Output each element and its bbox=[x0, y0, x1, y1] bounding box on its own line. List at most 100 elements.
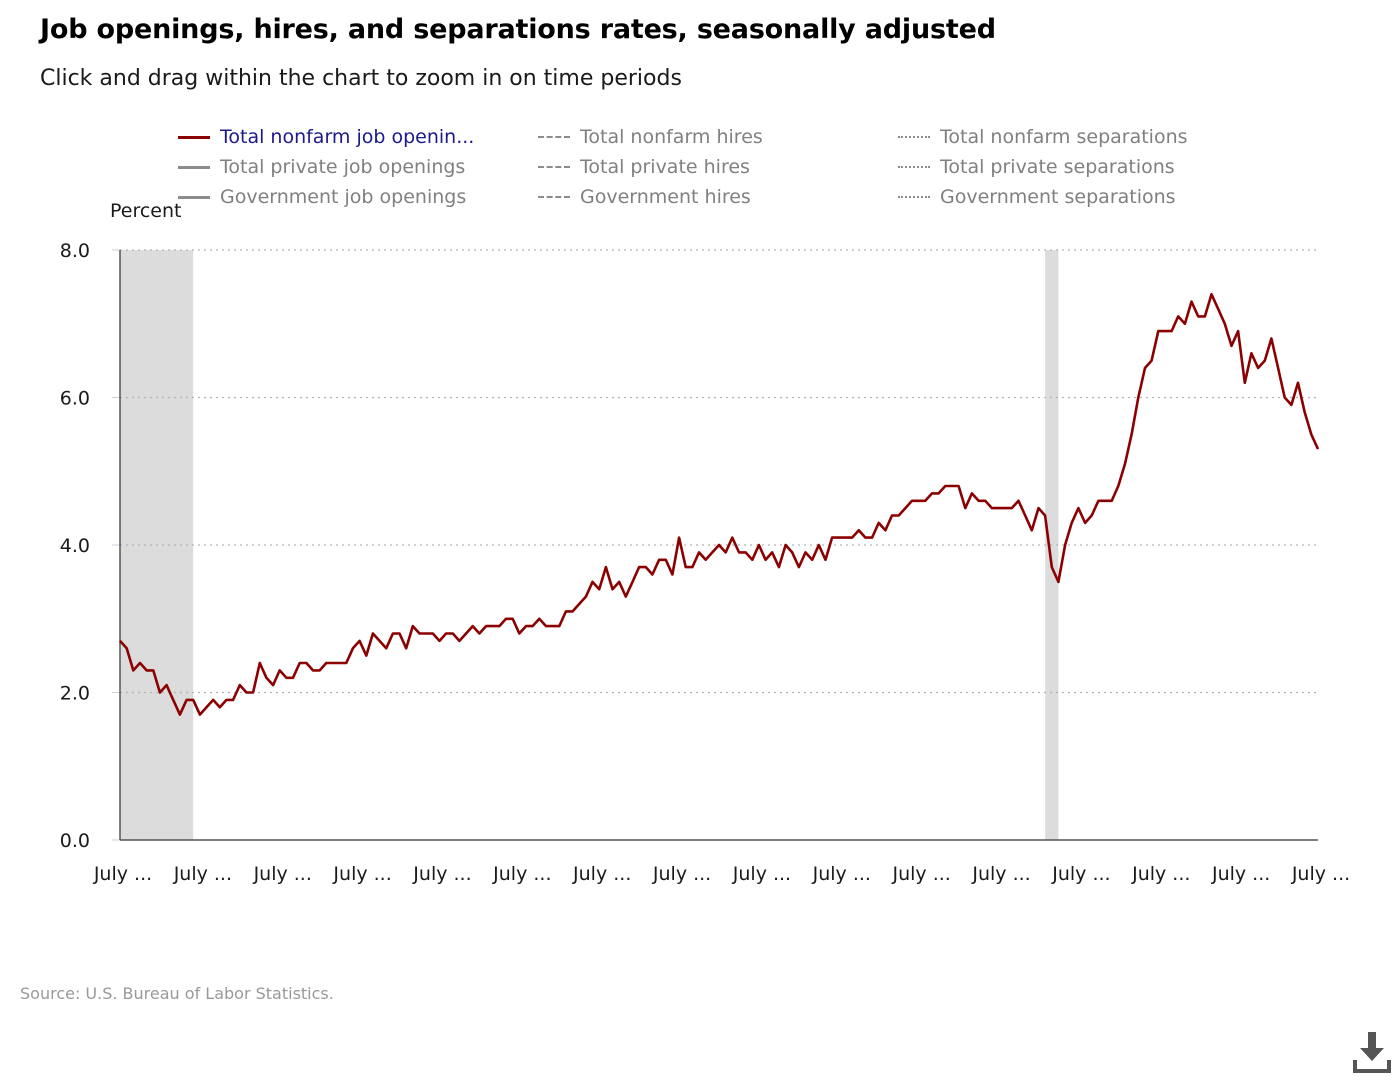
legend-item-government-job-openings[interactable]: Government job openings bbox=[178, 185, 466, 209]
data-point bbox=[1217, 308, 1220, 311]
data-point bbox=[691, 566, 694, 569]
data-point bbox=[1137, 396, 1140, 399]
data-point bbox=[192, 699, 195, 702]
legend-item-government-hires[interactable]: Government hires bbox=[538, 185, 751, 209]
data-point bbox=[711, 551, 714, 554]
data-point bbox=[1090, 514, 1093, 517]
data-point bbox=[851, 536, 854, 539]
legend-solid-line-icon bbox=[178, 135, 210, 139]
data-point bbox=[764, 559, 767, 562]
data-point bbox=[571, 610, 574, 613]
data-point bbox=[944, 485, 947, 488]
chart-plot-area[interactable]: 0.02.04.06.08.0 July ... July ... July ...… bbox=[0, 0, 1400, 960]
x-tick-label: July ... bbox=[652, 863, 711, 885]
data-point bbox=[1144, 367, 1147, 370]
grid-layer bbox=[112, 249, 1318, 841]
data-point bbox=[305, 662, 308, 665]
data-point bbox=[565, 610, 568, 613]
legend-solid-line-icon bbox=[178, 165, 210, 169]
legend-dotted-line-icon bbox=[898, 136, 930, 138]
data-point bbox=[1031, 529, 1034, 532]
download-button[interactable] bbox=[1352, 1030, 1392, 1074]
data-point bbox=[618, 581, 621, 584]
data-point bbox=[991, 507, 994, 510]
legend-dotted-line-icon bbox=[898, 196, 930, 198]
data-point bbox=[1224, 323, 1227, 326]
data-point bbox=[744, 551, 747, 554]
x-tick-label: July ... bbox=[892, 863, 951, 885]
data-point bbox=[265, 677, 268, 680]
data-point bbox=[1097, 500, 1100, 503]
x-tick-label: July ... bbox=[572, 863, 631, 885]
data-point bbox=[1290, 404, 1293, 407]
data-point bbox=[1244, 382, 1247, 385]
legend-item-total-nonfarm-hires[interactable]: Total nonfarm hires bbox=[538, 125, 763, 149]
x-tick-label: July ... bbox=[253, 863, 312, 885]
data-point bbox=[1130, 433, 1133, 436]
data-point bbox=[298, 662, 301, 665]
data-point bbox=[704, 559, 707, 562]
data-point bbox=[1317, 448, 1320, 451]
legend-dotted-line-icon bbox=[898, 166, 930, 168]
data-point bbox=[511, 618, 514, 621]
data-point bbox=[325, 662, 328, 665]
legend-item-total-nonfarm-separations[interactable]: Total nonfarm separations bbox=[898, 125, 1188, 149]
data-point bbox=[1110, 500, 1113, 503]
x-tick-label: July ... bbox=[1211, 863, 1270, 885]
data-point bbox=[372, 632, 375, 635]
data-point bbox=[485, 625, 488, 628]
legend-item-total-private-separations[interactable]: Total private separations bbox=[898, 155, 1175, 179]
data-point bbox=[678, 536, 681, 539]
data-point bbox=[145, 669, 148, 672]
data-point bbox=[844, 536, 847, 539]
data-point bbox=[545, 625, 548, 628]
data-point bbox=[505, 618, 508, 621]
data-point bbox=[525, 625, 528, 628]
data-point bbox=[665, 559, 668, 562]
data-point bbox=[811, 559, 814, 562]
data-point bbox=[1184, 323, 1187, 326]
data-point bbox=[531, 625, 534, 628]
data-point bbox=[1064, 544, 1067, 547]
data-point bbox=[784, 544, 787, 547]
data-point bbox=[332, 662, 335, 665]
data-point bbox=[804, 551, 807, 554]
legend-item-total-nonfarm-job-openings[interactable]: Total nonfarm job openin... bbox=[178, 125, 474, 149]
data-point bbox=[771, 551, 774, 554]
x-tick-label: July ... bbox=[332, 863, 391, 885]
chart-subtitle: Click and drag within the chart to zoom … bbox=[40, 66, 682, 91]
data-point bbox=[1164, 330, 1167, 333]
data-point bbox=[871, 536, 874, 539]
data-point bbox=[205, 706, 208, 709]
data-point bbox=[585, 595, 588, 598]
data-point bbox=[558, 625, 561, 628]
y-tick-label: 4.0 bbox=[60, 535, 90, 557]
data-point bbox=[951, 485, 954, 488]
data-point bbox=[1303, 411, 1306, 414]
data-point bbox=[491, 625, 494, 628]
data-point bbox=[378, 640, 381, 643]
legend-item-government-separations[interactable]: Government separations bbox=[898, 185, 1176, 209]
x-tick-label: July ... bbox=[812, 863, 871, 885]
data-point bbox=[152, 669, 155, 672]
data-point bbox=[445, 632, 448, 635]
data-point bbox=[891, 514, 894, 517]
x-tick-label: July ... bbox=[1291, 863, 1350, 885]
data-point bbox=[598, 588, 601, 591]
x-tick-label: July ... bbox=[412, 863, 471, 885]
legend-item-total-private-hires[interactable]: Total private hires bbox=[538, 155, 750, 179]
data-point bbox=[365, 654, 368, 657]
data-point bbox=[724, 551, 727, 554]
data-point bbox=[1157, 330, 1160, 333]
y-tick-label: 8.0 bbox=[60, 240, 90, 262]
data-point bbox=[458, 640, 461, 643]
legend-item-total-private-job-openings[interactable]: Total private job openings bbox=[178, 155, 465, 179]
data-point bbox=[452, 632, 455, 635]
data-point bbox=[1051, 566, 1054, 569]
data-point bbox=[1204, 315, 1207, 318]
data-point bbox=[578, 603, 581, 606]
data-point bbox=[931, 492, 934, 495]
data-point bbox=[465, 632, 468, 635]
data-point bbox=[778, 566, 781, 569]
download-icon bbox=[1353, 1032, 1391, 1073]
